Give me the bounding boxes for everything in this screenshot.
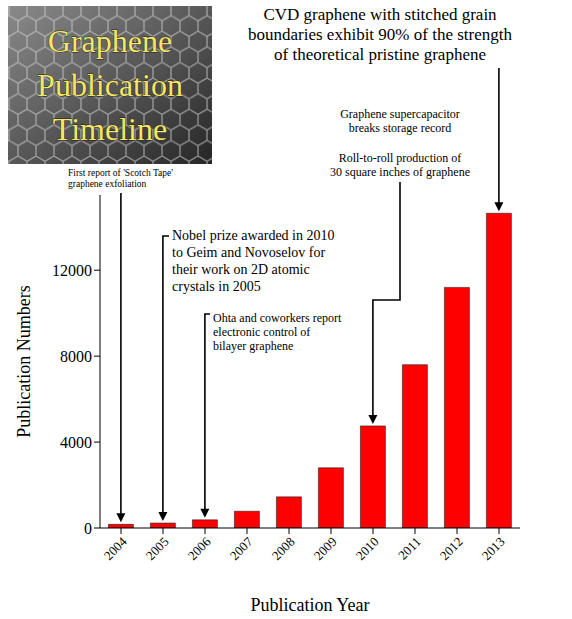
svg-text:CVD graphene with stitched gra: CVD graphene with stitched grain: [263, 5, 497, 24]
svg-text:their work on 2D atomic: their work on 2D atomic: [172, 262, 310, 277]
svg-text:2004: 2004: [101, 534, 130, 563]
svg-text:breaks storage record: breaks storage record: [349, 121, 452, 135]
svg-text:4000: 4000: [60, 434, 92, 451]
svg-text:electronic control of: electronic control of: [213, 325, 310, 339]
svg-text:Timeline: Timeline: [53, 111, 167, 147]
svg-text:0: 0: [84, 520, 92, 537]
svg-text:2006: 2006: [185, 534, 214, 563]
svg-text:graphene exfoliation: graphene exfoliation: [68, 179, 147, 189]
svg-text:bilayer graphene: bilayer graphene: [213, 339, 293, 353]
svg-text:boundaries exhibit 90% of the: boundaries exhibit 90% of the strength: [248, 25, 512, 44]
svg-text:First report of 'Scotch Tape': First report of 'Scotch Tape': [68, 168, 173, 178]
svg-text:Ohta and coworkers report: Ohta and coworkers report: [213, 311, 342, 325]
svg-text:Graphene: Graphene: [48, 23, 172, 59]
svg-text:of theoretical pristine graphe: of theoretical pristine graphene: [274, 45, 486, 64]
svg-text:to Geim and Novoselov for: to Geim and Novoselov for: [172, 245, 326, 260]
svg-text:Roll-to-roll production of: Roll-to-roll production of: [339, 151, 462, 165]
svg-text:crystals in 2005: crystals in 2005: [172, 279, 261, 294]
svg-text:2009: 2009: [311, 534, 340, 563]
svg-text:2011: 2011: [395, 534, 424, 563]
svg-text:2010: 2010: [353, 534, 382, 563]
svg-text:8000: 8000: [60, 348, 92, 365]
svg-text:Nobel prize awarded in 2010: Nobel prize awarded in 2010: [172, 228, 335, 243]
svg-text:2005: 2005: [143, 534, 172, 563]
svg-text:Graphene supercapacitor: Graphene supercapacitor: [340, 107, 460, 121]
svg-text:12000: 12000: [52, 262, 92, 279]
svg-text:2007: 2007: [227, 534, 256, 563]
svg-text:Publication Numbers: Publication Numbers: [14, 285, 34, 437]
svg-text:2013: 2013: [479, 534, 508, 563]
svg-text:30 square inches of graphene: 30 square inches of graphene: [330, 165, 470, 179]
svg-text:2008: 2008: [269, 534, 298, 563]
svg-text:Publication: Publication: [37, 67, 183, 103]
svg-text:Publication Year: Publication Year: [251, 595, 370, 615]
svg-text:2012: 2012: [437, 534, 466, 563]
